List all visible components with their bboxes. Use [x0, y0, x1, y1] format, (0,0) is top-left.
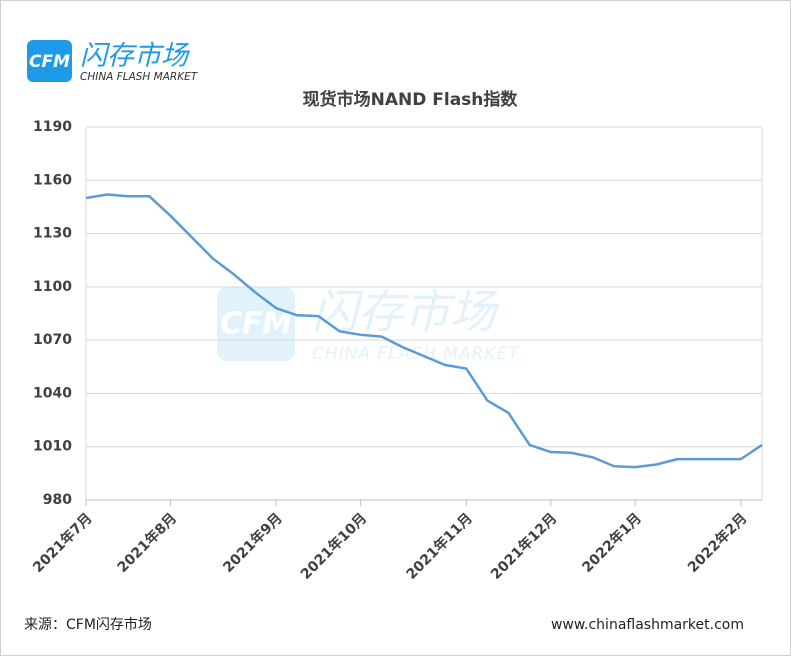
y-tick-label: 1010: [33, 439, 72, 455]
url: www.chinaflashmarket.com: [551, 617, 744, 633]
line-series: [85, 193, 763, 469]
chart-title: 现货市场NAND Flash指数: [303, 89, 519, 110]
watermark-subtitle: CHINA FLASH MARKET: [312, 344, 520, 364]
logo-badge: [27, 40, 72, 82]
y-tick-label: 1100: [33, 279, 72, 295]
y-tick-label: 1190: [33, 119, 72, 135]
y-tick-label: 1070: [33, 332, 72, 348]
logo-subtitle: CHINA FLASH MARKET: [80, 71, 199, 83]
source: 来源：CFM闪存市场: [24, 616, 152, 633]
y-tick-label: 1040: [33, 385, 72, 401]
logo-name: 闪存市场: [80, 41, 190, 72]
y-tick-label: 1130: [33, 226, 72, 242]
logo-badge-text: CFM: [29, 52, 70, 72]
watermark-badge-text: CFM: [220, 307, 293, 342]
y-tick-label: 980: [43, 492, 72, 508]
watermark: CFM 闪存市场 CHINA FLASH MARKET: [217, 285, 520, 364]
watermark-badge: [217, 287, 295, 361]
watermark-name: 闪存市场: [312, 285, 500, 339]
y-tick-label: 1160: [33, 172, 72, 188]
